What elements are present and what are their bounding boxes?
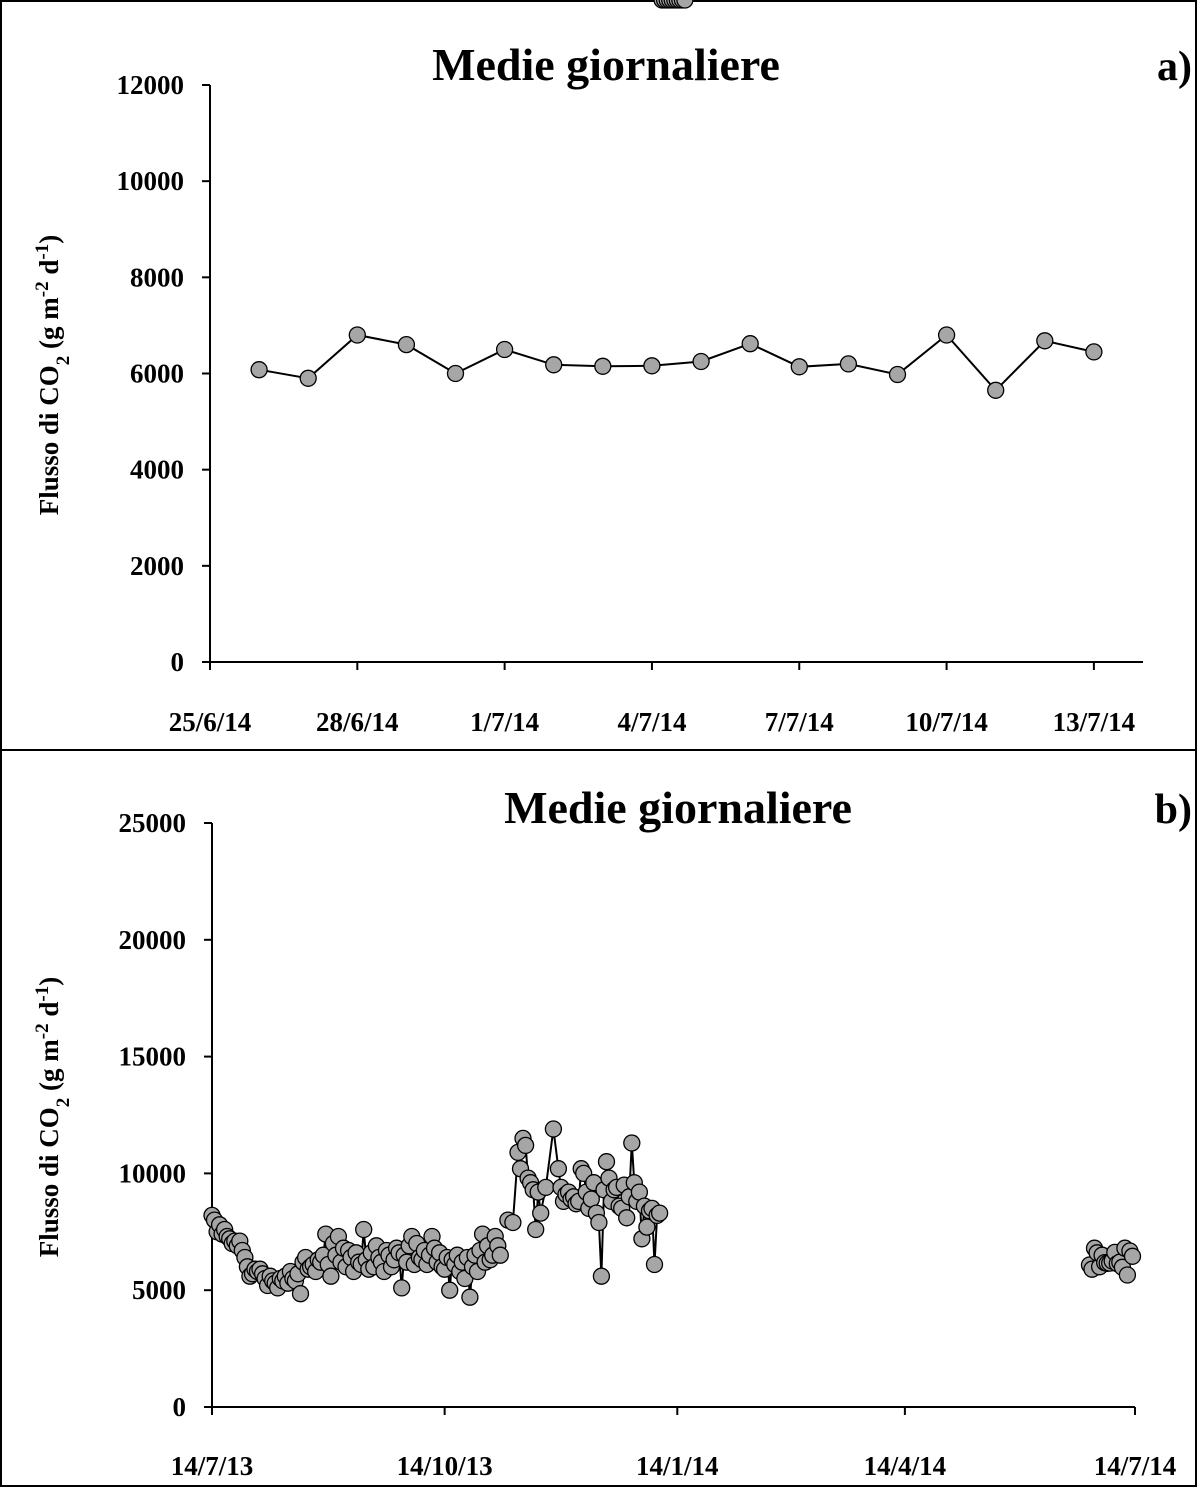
- x-tick-label: 28/6/14: [316, 707, 399, 737]
- data-point: [544, 1120, 563, 1138]
- data-point: [348, 326, 366, 344]
- data-point: [393, 1279, 411, 1297]
- y-tick-label: 0: [173, 1392, 187, 1422]
- x-tick-label: 25/6/14: [169, 707, 252, 737]
- data-point: [1036, 332, 1054, 350]
- data-point: [597, 1153, 616, 1171]
- y-tick-label: 12000: [117, 70, 185, 100]
- data-point: [1085, 343, 1103, 361]
- panel-b-ticks: 0 5000 10000 15000 20000 25000 14/7/13 14/10/13…: [119, 808, 1177, 1481]
- data-point: [299, 369, 317, 387]
- data-point: [250, 361, 268, 379]
- x-tick-label: 13/7/14: [1053, 707, 1136, 737]
- data-point: [491, 1246, 509, 1264]
- panel-a-series: [250, 326, 1103, 399]
- data-point: [937, 326, 956, 344]
- y-tick-label: 0: [171, 647, 185, 677]
- data-point: [527, 1220, 545, 1239]
- data-point: [397, 335, 416, 354]
- panel-b-y-axis-label: Flusso di CO2 (g m-2 d-1): [32, 977, 74, 1257]
- y-tick-label: 4000: [130, 455, 184, 485]
- panel-a-title: Medie giornaliere: [432, 39, 780, 90]
- data-point: [495, 340, 514, 359]
- data-point: [618, 1209, 636, 1227]
- data-point: [839, 355, 858, 373]
- data-point: [1123, 1247, 1142, 1265]
- data-point: [504, 1213, 522, 1232]
- data-point: [692, 352, 710, 371]
- y-tick-label: 20000: [119, 925, 187, 955]
- y-tick-label: 6000: [130, 359, 184, 389]
- data-point: [516, 1136, 535, 1155]
- data-point: [461, 1288, 479, 1306]
- data-point: [532, 1204, 550, 1222]
- data-point: [594, 357, 612, 375]
- data-point: [1118, 1266, 1137, 1284]
- data-point: [441, 1281, 459, 1299]
- data-point: [355, 1220, 373, 1239]
- panel-a-label: a): [1157, 44, 1192, 90]
- data-point: [623, 1134, 641, 1152]
- x-tick-label: 10/7/14: [905, 707, 988, 737]
- x-tick-label: 14/7/13: [171, 1451, 254, 1481]
- x-tick-label: 14/10/13: [397, 1451, 493, 1481]
- data-point: [676, 0, 694, 9]
- y-tick-label: 10000: [117, 166, 185, 196]
- data-point: [645, 1255, 664, 1274]
- x-tick-label: 14/1/14: [636, 1451, 719, 1481]
- y-tick-label: 2000: [130, 551, 184, 581]
- y-tick-label: 10000: [119, 1158, 187, 1188]
- panel-a-y-axis-label: Flusso di CO2 (g m-2 d-1): [32, 235, 74, 515]
- panel-b: Medie giornaliere b) Flusso di CO2 (g m-…: [32, 0, 1192, 1481]
- data-point: [987, 381, 1005, 399]
- x-tick-label: 1/7/14: [470, 707, 539, 737]
- data-point: [446, 364, 465, 383]
- data-point: [888, 365, 907, 384]
- x-tick-label: 4/7/14: [617, 707, 686, 737]
- panel-a: Medie giornaliere a) Flusso di CO2 (g m-…: [32, 39, 1193, 737]
- x-tick-label: 7/7/14: [765, 707, 834, 737]
- data-point: [790, 358, 808, 376]
- data-point: [643, 357, 661, 375]
- data-point: [650, 1204, 669, 1222]
- data-point: [590, 1213, 608, 1232]
- y-tick-label: 25000: [119, 808, 187, 838]
- x-tick-label: 14/7/14: [1094, 1451, 1177, 1481]
- panel-b-label: b): [1155, 787, 1192, 833]
- data-point: [545, 356, 563, 374]
- x-tick-label: 14/4/14: [864, 1451, 947, 1481]
- y-tick-label: 8000: [130, 262, 184, 292]
- data-point: [741, 335, 759, 353]
- y-tick-label: 5000: [132, 1275, 186, 1305]
- data-point: [549, 1160, 568, 1178]
- data-point: [291, 1285, 310, 1303]
- data-point: [322, 1267, 340, 1285]
- panel-b-series: [203, 0, 1142, 1306]
- panel-b-title: Medie giornaliere: [504, 782, 852, 833]
- y-tick-label: 15000: [119, 1042, 187, 1072]
- series-line: [258, 333, 1095, 392]
- panel-a-axes: [209, 85, 1143, 663]
- panel-b-axes: [211, 823, 1135, 1408]
- panel-a-ticks: 0 2000 4000 6000 8000 10000 12000 25/6/14 28/6/1…: [117, 70, 1136, 737]
- data-point: [592, 1267, 611, 1285]
- data-point: [638, 1218, 656, 1236]
- data-point: [537, 1178, 555, 1197]
